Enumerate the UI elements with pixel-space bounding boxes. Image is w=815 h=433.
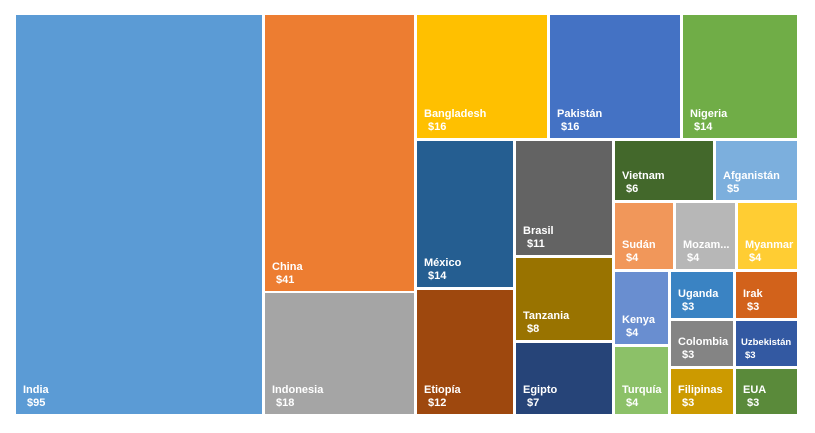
treemap-tile: Indonesia $18 — [263, 291, 416, 416]
tile-data-label: China $41 — [272, 261, 303, 287]
tile-data-label: Sudán $4 — [622, 239, 656, 265]
tile-name-label: Nigeria — [690, 108, 728, 120]
tile-data-label: Vietnam $6 — [622, 170, 665, 196]
tile-data-label: Pakistán $16 — [557, 108, 602, 134]
tile-name-label: Sudán — [622, 239, 656, 251]
tile-data-label: Afganistán $5 — [723, 170, 780, 196]
tile-name-label: China — [272, 261, 303, 273]
tile-value-label: $16 — [428, 121, 447, 133]
tile-name-label: Vietnam — [622, 170, 665, 182]
tile-value-label: $4 — [626, 397, 639, 409]
tile-value-label: $6 — [626, 183, 639, 195]
tile-name-label: Mozam... — [683, 239, 730, 251]
tile-value-label: $12 — [428, 397, 447, 409]
tile-name-label: India — [23, 384, 49, 396]
tile-value-label: $5 — [727, 183, 740, 195]
treemap-tile: Tanzania $8 — [514, 256, 614, 342]
treemap-tile: Bangladesh $16 — [415, 13, 549, 140]
tile-value-label: $4 — [626, 252, 639, 264]
tile-name-label: Turquía — [622, 384, 662, 396]
tile-data-label: India $95 — [23, 384, 49, 410]
treemap-tile: Brasil $11 — [514, 139, 614, 257]
tile-data-label: Egipto $7 — [523, 384, 557, 410]
treemap-tile: Etiopía $12 — [415, 288, 515, 416]
tile-value-label: $3 — [682, 301, 695, 313]
treemap-tile: Sudán $4 — [613, 201, 675, 271]
tile-value-label: $3 — [682, 349, 695, 361]
tile-name-label: Kenya — [622, 314, 656, 326]
treemap-tile: Egipto $7 — [514, 341, 614, 416]
tile-data-label: Uzbekistán $3 — [741, 336, 791, 362]
tile-name-label: Afganistán — [723, 170, 780, 182]
tile-name-label: Uzbekistán — [741, 337, 792, 348]
tile-data-label: Colombia $3 — [678, 336, 728, 362]
tile-data-label: Kenya $4 — [622, 314, 655, 340]
tile-name-label: Tanzania — [523, 310, 570, 322]
tile-data-label: Uganda $3 — [678, 288, 718, 314]
tile-name-label: Etiopía — [424, 384, 461, 396]
tile-name-label: Myanmar — [745, 239, 794, 251]
treemap-tile: Irak $3 — [734, 270, 799, 320]
tile-data-label: Indonesia $18 — [272, 384, 323, 410]
tile-name-label: Pakistán — [557, 108, 603, 120]
treemap-tile: China $41 — [263, 13, 416, 293]
tile-name-label: Bangladesh — [424, 108, 487, 120]
tile-value-label: $11 — [527, 238, 545, 250]
tile-name-label: Filipinas — [678, 384, 723, 396]
tile-name-label: Brasil — [523, 225, 554, 237]
tile-value-label: $18 — [276, 397, 295, 409]
tile-value-label: $3 — [682, 397, 695, 409]
tile-value-label: $7 — [527, 397, 540, 409]
treemap-tile: Pakistán $16 — [548, 13, 682, 140]
tile-data-label: Mozam... $4 — [683, 239, 729, 265]
treemap-tile: Kenya $4 — [613, 270, 670, 346]
tile-name-label: Indonesia — [272, 384, 324, 396]
treemap-tile: Colombia $3 — [669, 319, 735, 368]
treemap-tile: Uganda $3 — [669, 270, 735, 320]
tile-data-label: EUA $3 — [743, 384, 766, 410]
tile-value-label: $3 — [747, 301, 760, 313]
tile-name-label: Egipto — [523, 384, 558, 396]
treemap-tile: Mozam... $4 — [674, 201, 737, 271]
treemap-tile: Vietnam $6 — [613, 139, 715, 202]
tile-value-label: $95 — [27, 397, 46, 409]
tile-value-label: $14 — [694, 121, 713, 133]
tile-name-label: EUA — [743, 384, 767, 396]
tile-name-label: Uganda — [678, 288, 719, 300]
tile-value-label: $16 — [561, 121, 580, 133]
treemap-tile: India $95 — [14, 13, 264, 416]
tile-data-label: Irak $3 — [743, 288, 763, 314]
tile-value-label: $41 — [276, 274, 295, 286]
treemap-tile: Myanmar $4 — [736, 201, 799, 271]
tile-data-label: Brasil $11 — [523, 225, 554, 251]
tile-value-label: $3 — [745, 350, 756, 361]
tile-name-label: Colombia — [678, 336, 729, 348]
tile-value-label: $4 — [626, 327, 639, 339]
treemap-tile: EUA $3 — [734, 367, 799, 416]
tile-name-label: México — [424, 257, 462, 269]
tile-data-label: Turquía $4 — [622, 384, 662, 410]
treemap-tile: Nigeria $14 — [681, 13, 799, 140]
treemap-tile: México $14 — [415, 139, 515, 289]
tile-value-label: $4 — [687, 252, 700, 264]
tile-data-label: Tanzania $8 — [523, 310, 569, 336]
tile-value-label: $4 — [749, 252, 762, 264]
treemap-tile: Afganistán $5 — [714, 139, 799, 202]
tile-data-label: Filipinas $3 — [678, 384, 723, 410]
tile-data-label: Myanmar $4 — [745, 239, 793, 265]
tile-data-label: México $14 — [424, 257, 461, 283]
tile-data-label: Bangladesh $16 — [424, 108, 486, 134]
treemap-tile: Turquía $4 — [613, 345, 670, 416]
tile-name-label: Irak — [743, 288, 763, 300]
tile-value-label: $3 — [747, 397, 760, 409]
tile-data-label: Etiopía $12 — [424, 384, 461, 410]
treemap-tile: Filipinas $3 — [669, 367, 735, 416]
treemap-tile: Uzbekistán $3 — [734, 319, 799, 368]
tile-value-label: $14 — [428, 270, 447, 282]
tile-value-label: $8 — [527, 323, 540, 335]
tile-data-label: Nigeria $14 — [690, 108, 727, 134]
